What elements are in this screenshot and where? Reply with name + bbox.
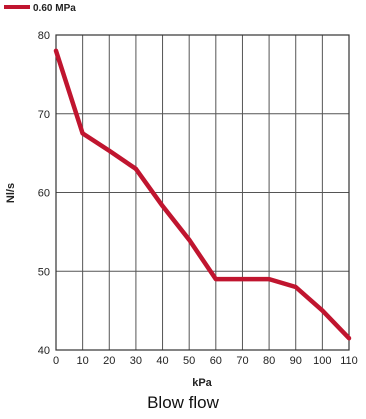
legend: 0.60 MPa: [4, 3, 76, 14]
x-tick-label: 30: [130, 355, 142, 367]
x-tick-label: 60: [210, 355, 222, 367]
y-axis-ticks: 40 50 60 70 80: [38, 30, 50, 357]
chart-caption: Blow flow: [147, 393, 219, 412]
x-tick-label: 40: [156, 355, 168, 367]
y-tick-label: 50: [38, 266, 50, 278]
x-axis-ticks: 0 10 20 30 40 50 60 70 80 90 100 110: [53, 355, 358, 367]
x-tick-label: 100: [313, 355, 331, 367]
y-axis-label: Nl/s: [5, 183, 17, 203]
x-tick-label: 0: [53, 355, 59, 367]
x-tick-label: 110: [340, 355, 358, 367]
grid: [55, 34, 350, 351]
x-tick-label: 80: [263, 355, 275, 367]
y-tick-label: 60: [38, 188, 50, 200]
series-line: [53, 48, 352, 341]
legend-label: 0.60 MPa: [33, 3, 76, 14]
x-tick-label: 70: [236, 355, 248, 367]
y-tick-label: 40: [38, 345, 50, 357]
y-tick-label: 70: [38, 109, 50, 121]
x-tick-label: 50: [183, 355, 195, 367]
x-tick-label: 10: [77, 355, 89, 367]
line-chart: 0.60 MPa 40 50 60 70 80 0 10 20 30 40 50 60 70 80 90 1…: [4, 3, 358, 389]
plot-frame: [55, 34, 350, 351]
x-tick-label: 90: [290, 355, 302, 367]
series-layer: [53, 48, 352, 341]
y-tick-label: 80: [38, 30, 50, 42]
x-axis-label: kPa: [192, 377, 212, 389]
x-tick-label: 20: [103, 355, 115, 367]
